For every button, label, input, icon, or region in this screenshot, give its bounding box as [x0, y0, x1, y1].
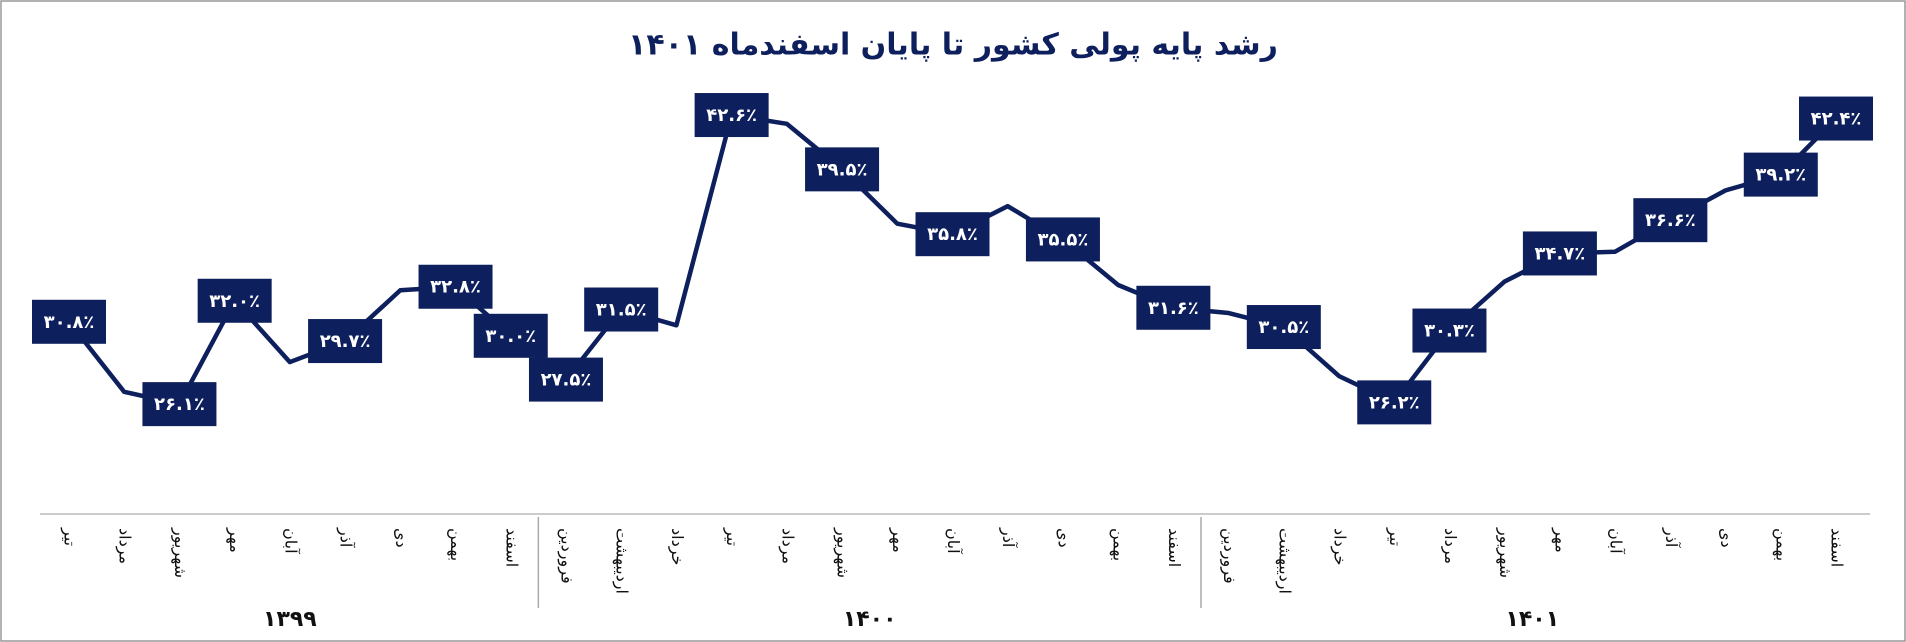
value-label: ۳۰.۵٪: [1258, 317, 1309, 338]
value-label-box: [694, 93, 769, 138]
x-tick-label: اسفند: [1165, 528, 1184, 567]
value-label: ۳۵.۸٪: [927, 224, 978, 245]
value-label-box: [805, 147, 880, 192]
x-tick-label: اسفند: [1828, 528, 1847, 567]
x-tick-label: اردیبهشت: [612, 528, 632, 594]
x-tick-label: اردیبهشت: [1274, 528, 1294, 594]
value-label-box: [584, 287, 659, 332]
year-label: ۱۴۰۱: [1505, 607, 1559, 632]
x-tick-label: بهمن: [1109, 528, 1129, 561]
year-label: ۱۴۰۰: [843, 607, 897, 632]
x-tick-label: آذر: [336, 527, 356, 549]
x-tick-label: فروردین: [556, 528, 576, 584]
value-label-box: [1357, 380, 1432, 425]
x-tick-label: شهریور: [833, 527, 853, 578]
value-label-box: [1246, 305, 1321, 350]
value-label: ۳۰.۳٪: [1424, 321, 1475, 342]
value-label: ۳۵.۵٪: [1038, 229, 1089, 250]
value-label-box: [418, 264, 493, 309]
value-label: ۳۹.۲٪: [1755, 165, 1806, 186]
value-label: ۲۶.۱٪: [154, 394, 205, 415]
x-tick-label: خرداد: [1330, 528, 1350, 565]
value-label-box: [32, 299, 106, 344]
x-tick-label: اسفند: [502, 528, 521, 567]
x-tick-label: دی: [1717, 528, 1736, 548]
x-tick-label: تیر: [722, 527, 742, 546]
value-label: ۴۲.۶٪: [706, 105, 757, 126]
value-label-box: [308, 319, 383, 364]
x-tick-label: آبان: [944, 528, 963, 555]
value-label-box: [915, 212, 990, 257]
value-label: ۳۲.۰٪: [209, 291, 260, 312]
x-tick-label: مهر: [888, 527, 908, 553]
x-tick-label: تیر: [60, 527, 80, 546]
value-label-box: [1136, 285, 1211, 330]
x-tick-label: مرداد: [777, 528, 797, 564]
value-label: ۲۶.۲٪: [1369, 392, 1420, 413]
x-tick-label: بهمن: [446, 528, 466, 561]
value-label: ۲۷.۵٪: [541, 370, 592, 391]
value-label: ۴۲.۴٪: [1811, 109, 1862, 130]
x-tick-label: مهر: [225, 527, 245, 553]
chart-title: رشد پایه پولی کشور تا پایان اسفندماه ۱۴۰…: [628, 28, 1278, 63]
value-label-box: [1412, 308, 1487, 353]
x-tick-label: بهمن: [1771, 528, 1791, 561]
x-tick-label: فروردین: [1219, 528, 1239, 584]
value-label: ۳۴.۷٪: [1535, 243, 1586, 264]
x-tick-label: آبان: [1607, 528, 1626, 555]
x-tick-label: مرداد: [1440, 528, 1460, 564]
value-label-box: [1522, 231, 1597, 276]
value-label: ۳۰.۰٪: [485, 326, 536, 347]
x-tick-label: آبان: [281, 528, 300, 555]
value-label: ۳۹.۵٪: [817, 159, 868, 180]
value-label: ۳۶.۶٪: [1645, 210, 1696, 231]
x-tick-label: دی: [1054, 528, 1073, 548]
x-tick-label: مرداد: [115, 528, 135, 564]
value-label-box: [1025, 217, 1100, 262]
value-label: ۳۱.۵٪: [596, 300, 647, 321]
value-label: ۳۲.۸٪: [430, 277, 481, 298]
x-tick-label: شهریور: [170, 527, 190, 578]
value-label-box: [197, 278, 272, 323]
x-tick-label: آذر: [998, 527, 1018, 549]
value-label-box: [528, 357, 603, 402]
x-tick-label: آذر: [1661, 527, 1681, 549]
value-label-box: [1799, 96, 1873, 141]
x-tick-label: تیر: [1385, 527, 1405, 546]
x-tick-label: دی: [392, 528, 411, 548]
year-label: ۱۳۹۹: [263, 607, 317, 632]
x-tick-label: شهریور: [1495, 527, 1515, 578]
value-label: ۳۰.۸٪: [44, 312, 95, 333]
value-label-box: [1743, 152, 1818, 197]
value-label: ۲۹.۷٪: [320, 331, 371, 352]
x-tick-label: مهر: [1550, 527, 1570, 553]
value-label-box: [473, 313, 548, 358]
value-label-box: [1633, 198, 1708, 243]
value-label-box: [142, 382, 217, 427]
x-tick-label: خرداد: [667, 528, 687, 565]
value-label: ۳۱.۶٪: [1148, 298, 1199, 319]
